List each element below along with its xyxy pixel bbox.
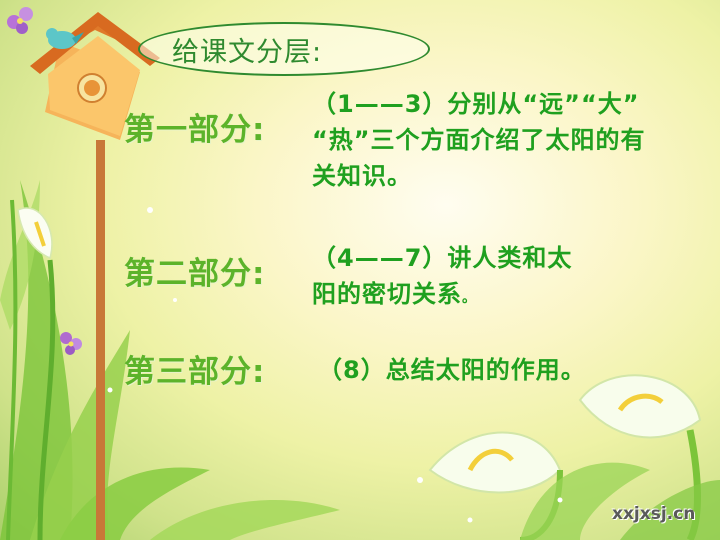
part-2-description: （4——7）讲人类和太 阳的密切关系。 (312, 240, 572, 316)
part-1-description: （1——3）分别从“远”“大” “热”三个方面介绍了太阳的有 关知识。 (312, 86, 646, 194)
leaf-icon (620, 480, 720, 540)
part-2-label: 第二部分: (124, 256, 266, 292)
leaf-icon (150, 500, 340, 540)
part-3-description: （8）总结太阳的作用。 (318, 352, 586, 388)
leaf-icon (0, 180, 73, 540)
leaf-icon (520, 462, 650, 540)
watermark: xxjxsj.cn (612, 504, 696, 524)
part-2-line-2-text: 阳的密切关系 (312, 280, 462, 308)
part-3-label: 第三部分: (124, 354, 266, 390)
part-2-line-2-tail: 。 (462, 290, 477, 306)
part-1-line-1: （1——3）分别从“远”“大” (312, 90, 640, 118)
bird-icon (46, 28, 84, 49)
part-1-line-2: “热”三个方面介绍了太阳的有 (312, 126, 646, 154)
flower-icon (7, 7, 33, 34)
flower-icon (60, 332, 82, 355)
calla-lily-icon (17, 207, 53, 260)
birdhouse-icon (30, 12, 160, 140)
slide-title: 给课文分层: (172, 37, 323, 68)
part-2-line-1: （4——7）讲人类和太 (312, 244, 573, 272)
part-3-line-1: （8）总结太阳的作用。 (318, 356, 586, 384)
part-1-label: 第一部分: (124, 112, 266, 148)
title-oval (138, 22, 430, 76)
part-2-line-2: 阳的密切关系。 (312, 276, 572, 316)
part-1-line-3: 关知识。 (312, 162, 412, 190)
